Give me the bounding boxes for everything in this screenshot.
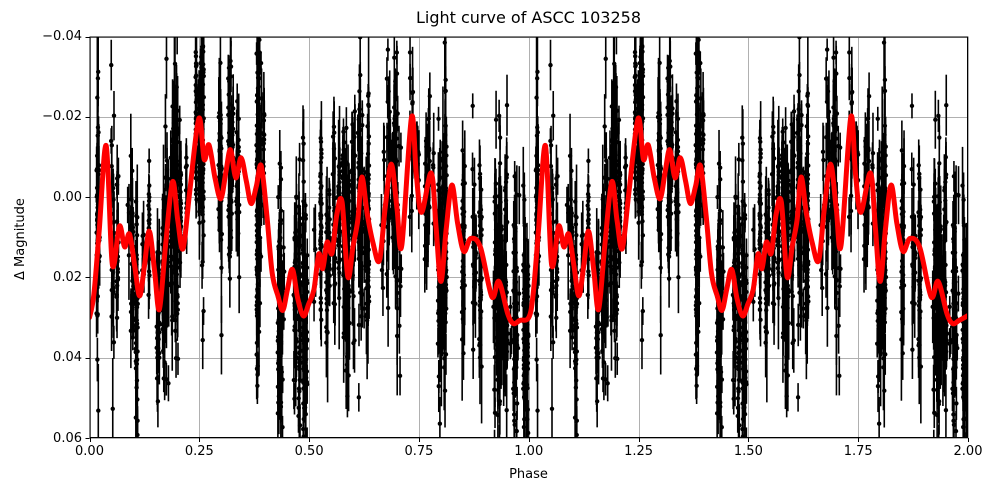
x-tick-label: 0.00: [75, 444, 104, 459]
x-axis-label: Phase: [509, 467, 548, 482]
y-tick-label: 0.02: [53, 269, 82, 285]
y-tick-label: 0.06: [53, 430, 82, 446]
y-tick-label: −0.02: [42, 109, 82, 125]
x-tick-label: 1.75: [843, 444, 873, 459]
x-tick-label: 1.50: [733, 444, 763, 459]
x-tick-label: 0.75: [404, 444, 434, 459]
y-tick-label: 0.04: [53, 350, 82, 366]
y-tick-label: 0.00: [53, 189, 82, 205]
x-tick-label: 1.25: [624, 444, 654, 459]
x-tick-label: 0.25: [184, 444, 214, 459]
y-tick-label: −0.04: [42, 29, 82, 44]
x-tick-label: 1.00: [514, 444, 544, 459]
x-tick-label: 2.00: [953, 444, 983, 459]
x-tick-label: 0.50: [294, 444, 324, 459]
